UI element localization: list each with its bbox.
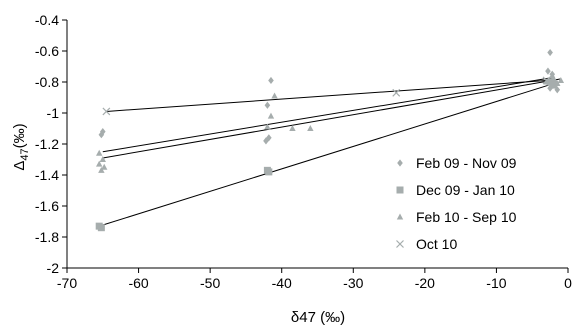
cross-stroke — [542, 76, 551, 85]
data-point — [549, 72, 556, 79]
legend-label-4: Oct 10 — [416, 236, 457, 252]
y-tick-label: -1.2 — [35, 136, 59, 152]
legend-label-2: Dec 09 - Jan 10 — [416, 182, 515, 198]
x-tick-label: -40 — [272, 275, 292, 291]
data-point — [557, 76, 565, 83]
data-point — [101, 163, 108, 170]
y-axis-title: Δ47(‰) — [11, 123, 31, 170]
data-point — [97, 224, 105, 232]
cross-stroke — [102, 107, 111, 116]
legend-marker-2 — [396, 186, 404, 194]
legend-marker-3 — [396, 213, 404, 220]
data-point — [98, 131, 105, 139]
x-tick-label: -60 — [128, 275, 148, 291]
fit-line-series-2 — [99, 83, 554, 227]
y-tick-label: -0.4 — [35, 12, 59, 28]
x-tick-label: -20 — [415, 275, 435, 291]
axes: -0.4 -0.6 -0.8 -1 -1.2 -1.4 -1.6 -1.8 -2-70 -60 -5… — [35, 12, 572, 291]
y-axis-title-subscript: 47 — [19, 148, 31, 160]
data-point — [543, 78, 550, 85]
data-point — [307, 125, 314, 131]
data-point — [98, 166, 105, 173]
x-tick-label: 0 — [564, 275, 572, 291]
data-point — [102, 107, 111, 116]
y-axis-title-main: Δ — [11, 161, 28, 171]
data-point — [268, 76, 274, 85]
data-point — [554, 80, 561, 87]
data-point — [96, 149, 103, 156]
x-axis-title: δ47 (‰) — [291, 309, 345, 326]
fit-line-series-3 — [102, 78, 561, 159]
fit-line-series-4 — [106, 79, 547, 112]
data-point — [289, 125, 296, 131]
data-point — [547, 48, 553, 57]
series-3-markers — [96, 72, 565, 173]
x-tick-label: -10 — [486, 275, 506, 291]
y-tick-label: -2 — [47, 260, 60, 276]
legend-label-3: Feb 10 - Sep 10 — [416, 209, 517, 225]
data-point — [554, 86, 561, 94]
legend: Feb 09 - Nov 09 Dec 09 - Jan 10 Feb 10 - S… — [396, 155, 517, 252]
x-tick-label: -30 — [343, 275, 363, 291]
data-point — [96, 160, 103, 167]
legend-marker-4 — [396, 240, 404, 248]
fit-lines — [99, 76, 561, 227]
series-4-markers — [102, 76, 551, 116]
series-1-markers — [98, 48, 561, 145]
y-axis-title-rest: (‰) — [11, 123, 28, 148]
legend-marker-1 — [397, 159, 403, 167]
data-point — [392, 88, 401, 97]
data-point — [542, 76, 551, 85]
data-point — [267, 112, 275, 119]
data-point — [546, 78, 554, 86]
y-tick-label: -1.6 — [35, 198, 59, 214]
data-point — [550, 75, 557, 82]
data-point — [545, 67, 551, 75]
y-tick-label: -1.8 — [35, 229, 59, 245]
y-tick-label: -0.6 — [35, 43, 59, 59]
data-point — [99, 156, 106, 162]
data-point — [263, 137, 269, 145]
y-tick-label: -1 — [47, 105, 60, 121]
data-point — [271, 92, 278, 99]
fit-line-series-1 — [102, 76, 554, 153]
data-markers — [95, 48, 565, 232]
y-tick-label: -0.8 — [35, 74, 59, 90]
cross-stroke — [392, 88, 401, 97]
data-point — [550, 81, 558, 89]
x-tick-label: -70 — [57, 275, 77, 291]
data-point — [264, 123, 271, 130]
series-2-markers — [95, 78, 558, 232]
legend-label-1: Feb 09 - Nov 09 — [416, 155, 517, 171]
cross-stroke — [396, 240, 404, 248]
data-point — [265, 168, 273, 176]
x-tick-label: -50 — [200, 275, 220, 291]
y-tick-label: -1.4 — [35, 167, 59, 183]
data-point — [264, 101, 271, 109]
